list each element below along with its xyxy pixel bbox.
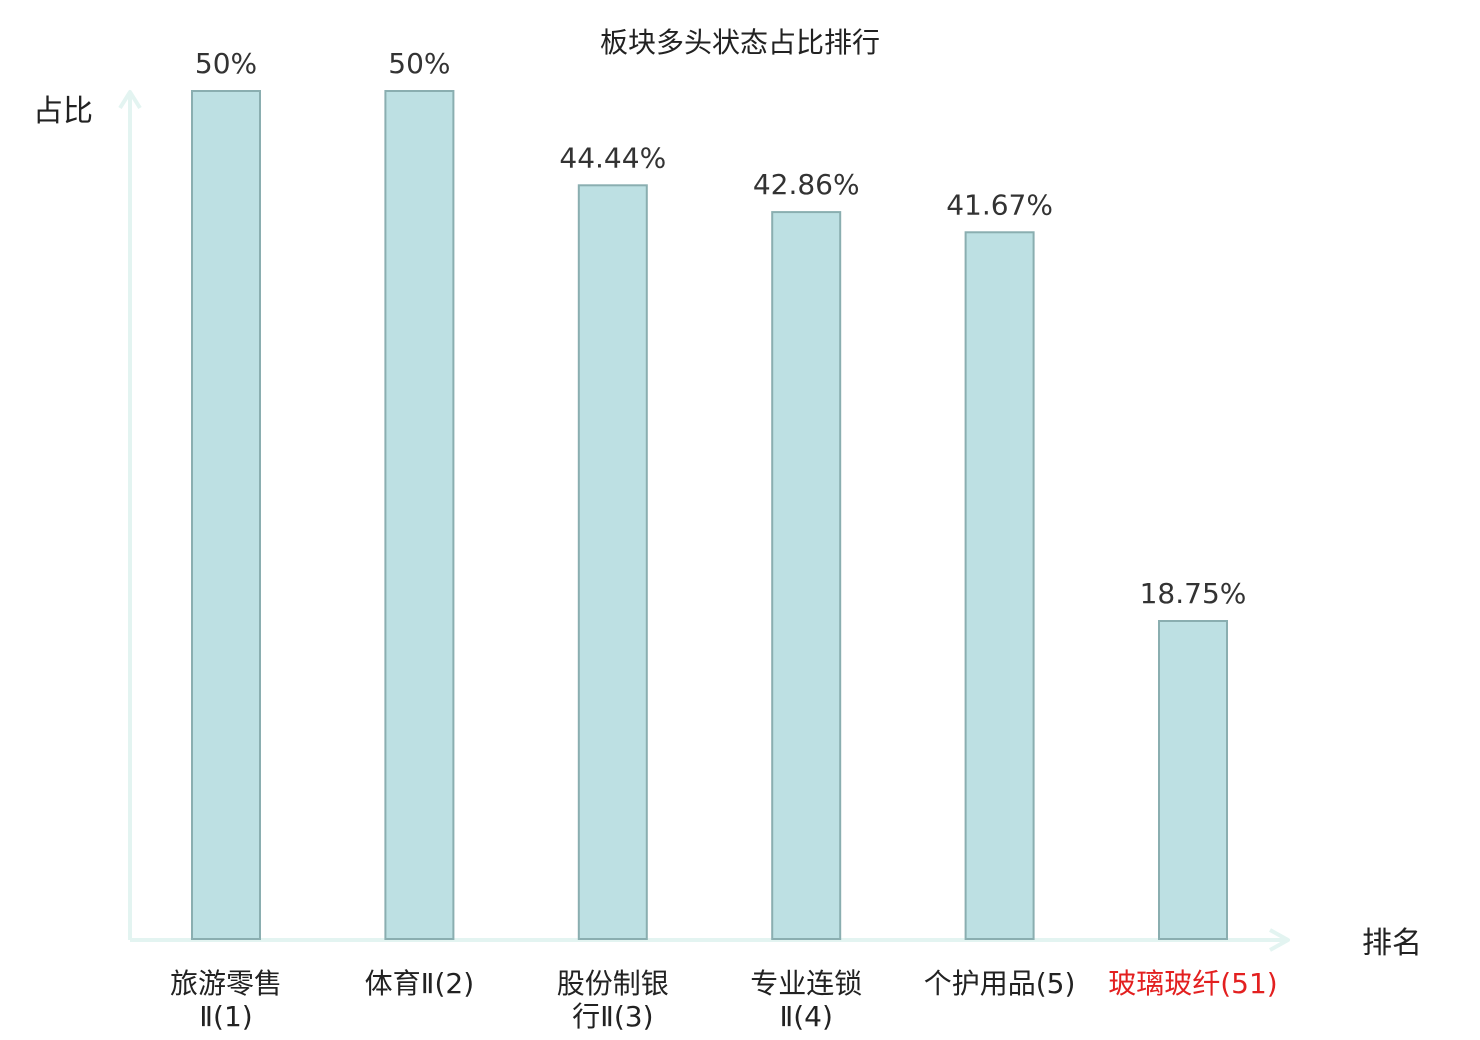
bar-2 bbox=[577, 184, 648, 940]
chart-title: 板块多头状态占比排行 bbox=[600, 26, 880, 59]
category-label-5-line-0: 玻璃玻纤(51) bbox=[1108, 967, 1277, 1000]
bar-4 bbox=[964, 231, 1035, 940]
bar-0 bbox=[191, 90, 261, 940]
value-label-3: 42.86% bbox=[753, 168, 860, 201]
bar-5 bbox=[1158, 620, 1228, 940]
x-axis bbox=[130, 928, 1290, 952]
category-label-4-line-0: 个护用品(5) bbox=[924, 967, 1076, 1000]
value-label-0: 50% bbox=[195, 47, 257, 80]
category-label-3-line-0: 专业连锁 bbox=[750, 967, 862, 1000]
category-label-0-line-1: Ⅱ(1) bbox=[199, 1000, 252, 1033]
value-label-5: 18.75% bbox=[1140, 577, 1247, 610]
y-axis-label: 占比 bbox=[33, 94, 93, 129]
category-label-2-line-0: 股份制银 bbox=[557, 967, 669, 1000]
x-axis-label: 排名 bbox=[1362, 926, 1422, 961]
value-label-1: 50% bbox=[388, 47, 450, 80]
value-label-4: 41.67% bbox=[946, 188, 1053, 221]
y-axis bbox=[118, 90, 142, 940]
category-label-3-line-1: Ⅱ(4) bbox=[779, 1000, 832, 1033]
bar-3 bbox=[771, 211, 842, 940]
bar-1 bbox=[384, 90, 455, 940]
category-label-2-line-1: 行Ⅱ(3) bbox=[572, 1000, 653, 1033]
category-label-1-line-0: 体育Ⅱ(2) bbox=[365, 967, 474, 1000]
category-label-0-line-0: 旅游零售 bbox=[170, 967, 282, 1000]
value-label-2: 44.44% bbox=[559, 141, 666, 174]
